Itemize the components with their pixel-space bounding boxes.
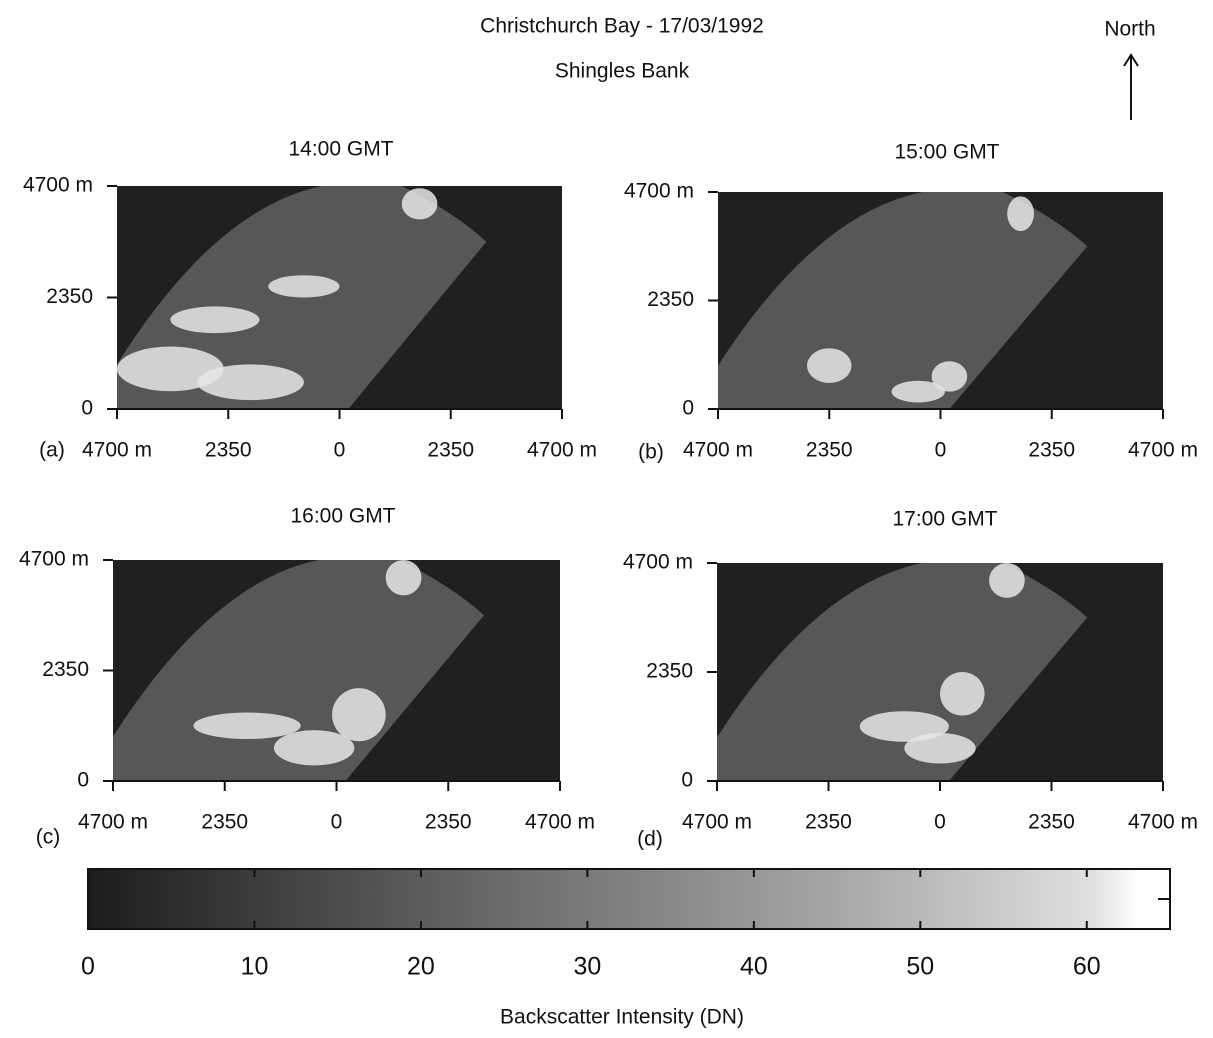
y-tick-label: 4700 m [624, 180, 694, 203]
panel: 4700 m 2350 0 2350 4700 m 0 2350 4700 m 14:00 GM… [23, 138, 597, 462]
bright-patch [904, 733, 976, 764]
radar-sector [117, 186, 487, 409]
colorbar-tick-label: 0 [81, 953, 95, 981]
bright-patch [859, 711, 949, 742]
radar-sector [718, 192, 1088, 409]
y-tick-label: 4700 m [623, 551, 693, 574]
panel-title: 15:00 GMT [894, 141, 999, 164]
panel-label: (c) [36, 826, 61, 849]
x-tick-label: 2350 [806, 439, 853, 462]
x-tick-label: 4700 m [1128, 811, 1198, 834]
x-tick-label: 0 [331, 811, 343, 834]
subtitle: Shingles Bank [555, 60, 690, 83]
x-tick-label: 2350 [425, 811, 472, 834]
colorbar-tick-label: 20 [407, 953, 435, 981]
x-tick-label: 4700 m [527, 439, 597, 462]
bright-patch [891, 380, 945, 403]
colorbar-tick-label: 10 [241, 953, 269, 981]
x-tick-label: 2350 [201, 811, 248, 834]
panel-label: (d) [637, 828, 663, 851]
bright-patch [268, 275, 340, 298]
bright-patch [116, 346, 224, 392]
bright-patch [193, 712, 301, 740]
y-tick-label: 0 [682, 397, 694, 420]
y-tick-label: 2350 [46, 285, 93, 308]
x-tick-label: 4700 m [1128, 439, 1198, 462]
bright-patch [401, 188, 438, 220]
radar-sector [717, 563, 1088, 781]
colorbar-tick-label: 60 [1073, 953, 1101, 981]
x-tick-label: 4700 m [683, 439, 753, 462]
y-tick-label: 2350 [646, 660, 693, 683]
x-tick-label: 4700 m [78, 811, 148, 834]
bright-patch [807, 348, 852, 383]
panel-title: 14:00 GMT [288, 138, 393, 161]
colorbar-tick-label: 50 [906, 953, 934, 981]
x-tick-label: 4700 m [525, 811, 595, 834]
bright-patch [170, 306, 260, 334]
y-tick-label: 2350 [647, 288, 694, 311]
colorbar-tick-label: 40 [740, 953, 768, 981]
bright-patch [197, 364, 304, 401]
x-tick-label: 2350 [1028, 439, 1075, 462]
bright-patch [989, 563, 1025, 598]
panel-title: 17:00 GMT [892, 508, 997, 531]
title: Christchurch Bay - 17/03/1992 [480, 15, 764, 38]
x-tick-label: 2350 [427, 439, 474, 462]
y-tick-label: 4700 m [23, 174, 93, 197]
x-tick-label: 2350 [805, 811, 852, 834]
y-tick-label: 0 [81, 397, 93, 420]
panel: 4700 m 2350 0 2350 4700 m 0 2350 4700 m 16:00 GM… [19, 505, 595, 849]
y-tick-label: 0 [77, 769, 89, 792]
bright-patch [940, 672, 985, 716]
x-tick-label: 0 [334, 439, 346, 462]
north-arrow [1123, 53, 1139, 120]
x-tick-label: 0 [935, 439, 947, 462]
y-tick-label: 2350 [42, 658, 89, 681]
colorbar [87, 868, 1171, 930]
y-tick-label: 0 [681, 769, 693, 792]
panel-label: (b) [638, 441, 664, 464]
panel: 4700 m 2350 0 2350 4700 m 0 2350 4700 m 15:00 GM… [624, 141, 1198, 464]
panel: 4700 m 2350 0 2350 4700 m 0 2350 4700 m 17:00 GM… [623, 508, 1198, 851]
x-tick-label: 2350 [205, 439, 252, 462]
panel-title: 16:00 GMT [290, 505, 395, 528]
panel-label: (a) [39, 439, 65, 462]
x-tick-label: 4700 m [82, 439, 152, 462]
north-label: North [1104, 18, 1155, 41]
y-tick-label: 4700 m [19, 548, 89, 571]
colorbar-tick-label: 30 [573, 953, 601, 981]
bright-patch [931, 361, 968, 392]
bright-patch [273, 730, 355, 766]
x-tick-label: 2350 [1028, 811, 1075, 834]
x-tick-label: 4700 m [682, 811, 752, 834]
bright-patch [385, 560, 422, 596]
bright-patch [332, 688, 386, 742]
colorbar-label: Backscatter Intensity (DN) [500, 1006, 744, 1029]
bright-patch [1007, 196, 1034, 232]
x-tick-label: 0 [934, 811, 946, 834]
